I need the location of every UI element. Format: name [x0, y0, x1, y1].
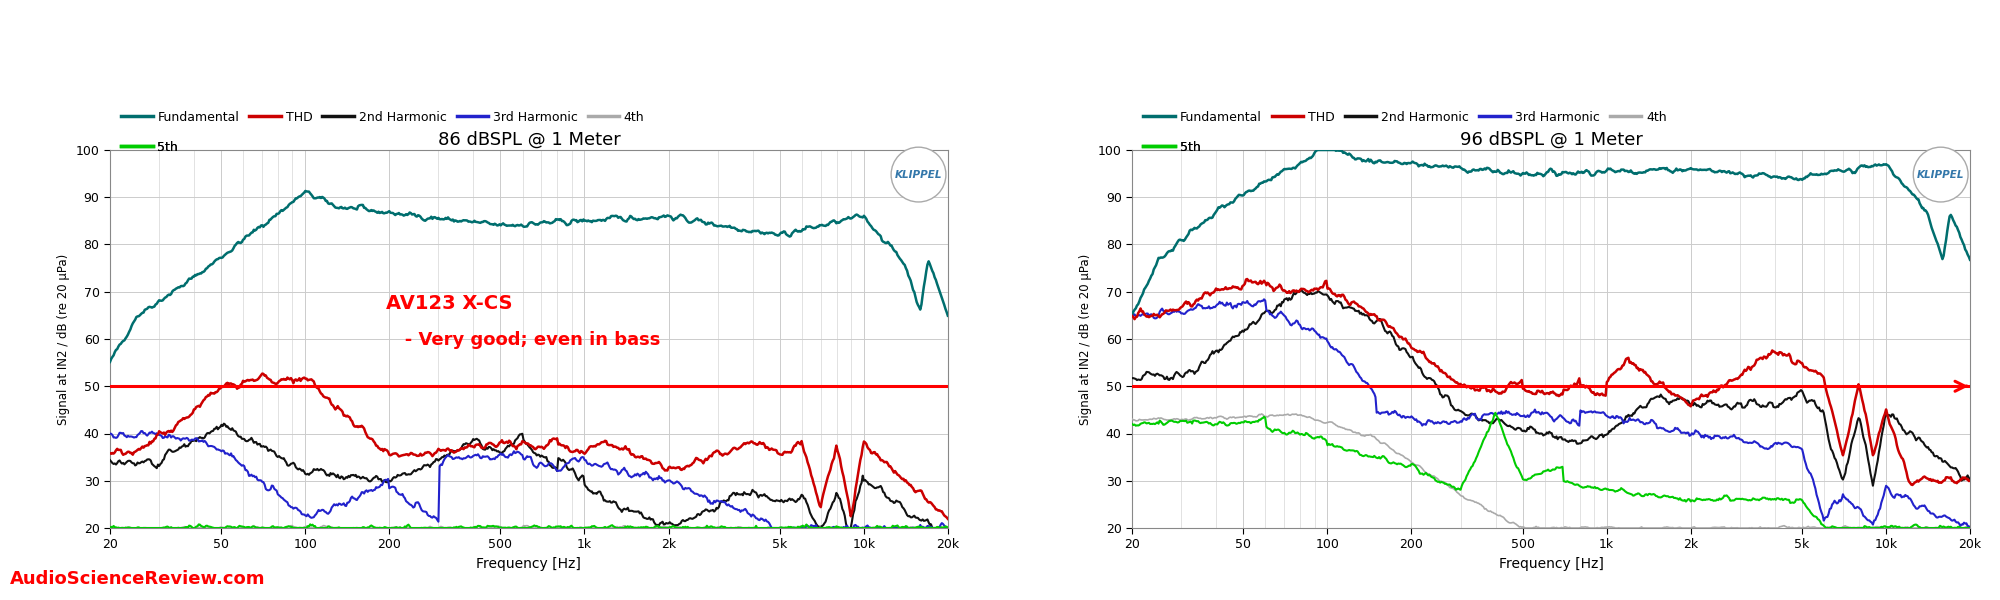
- Y-axis label: Signal at IN2 / dB (re 20 μPa): Signal at IN2 / dB (re 20 μPa): [1080, 253, 1092, 425]
- Y-axis label: Signal at IN2 / dB (re 20 μPa): Signal at IN2 / dB (re 20 μPa): [58, 253, 70, 425]
- X-axis label: Frequency [Hz]: Frequency [Hz]: [1498, 557, 1604, 571]
- Title: 96 dBSPL @ 1 Meter: 96 dBSPL @ 1 Meter: [1460, 130, 1642, 148]
- Text: AudioScienceReview.com: AudioScienceReview.com: [10, 570, 266, 588]
- Legend: 5th: 5th: [1138, 136, 1206, 159]
- Text: AV123 X-CS: AV123 X-CS: [386, 293, 512, 313]
- Legend: 5th: 5th: [116, 136, 184, 159]
- Text: KLIPPEL: KLIPPEL: [1916, 170, 1964, 179]
- Text: KLIPPEL: KLIPPEL: [894, 170, 942, 179]
- Text: - Very good; even in bass: - Very good; even in bass: [386, 331, 660, 349]
- X-axis label: Frequency [Hz]: Frequency [Hz]: [476, 557, 582, 571]
- Title: 86 dBSPL @ 1 Meter: 86 dBSPL @ 1 Meter: [438, 130, 620, 148]
